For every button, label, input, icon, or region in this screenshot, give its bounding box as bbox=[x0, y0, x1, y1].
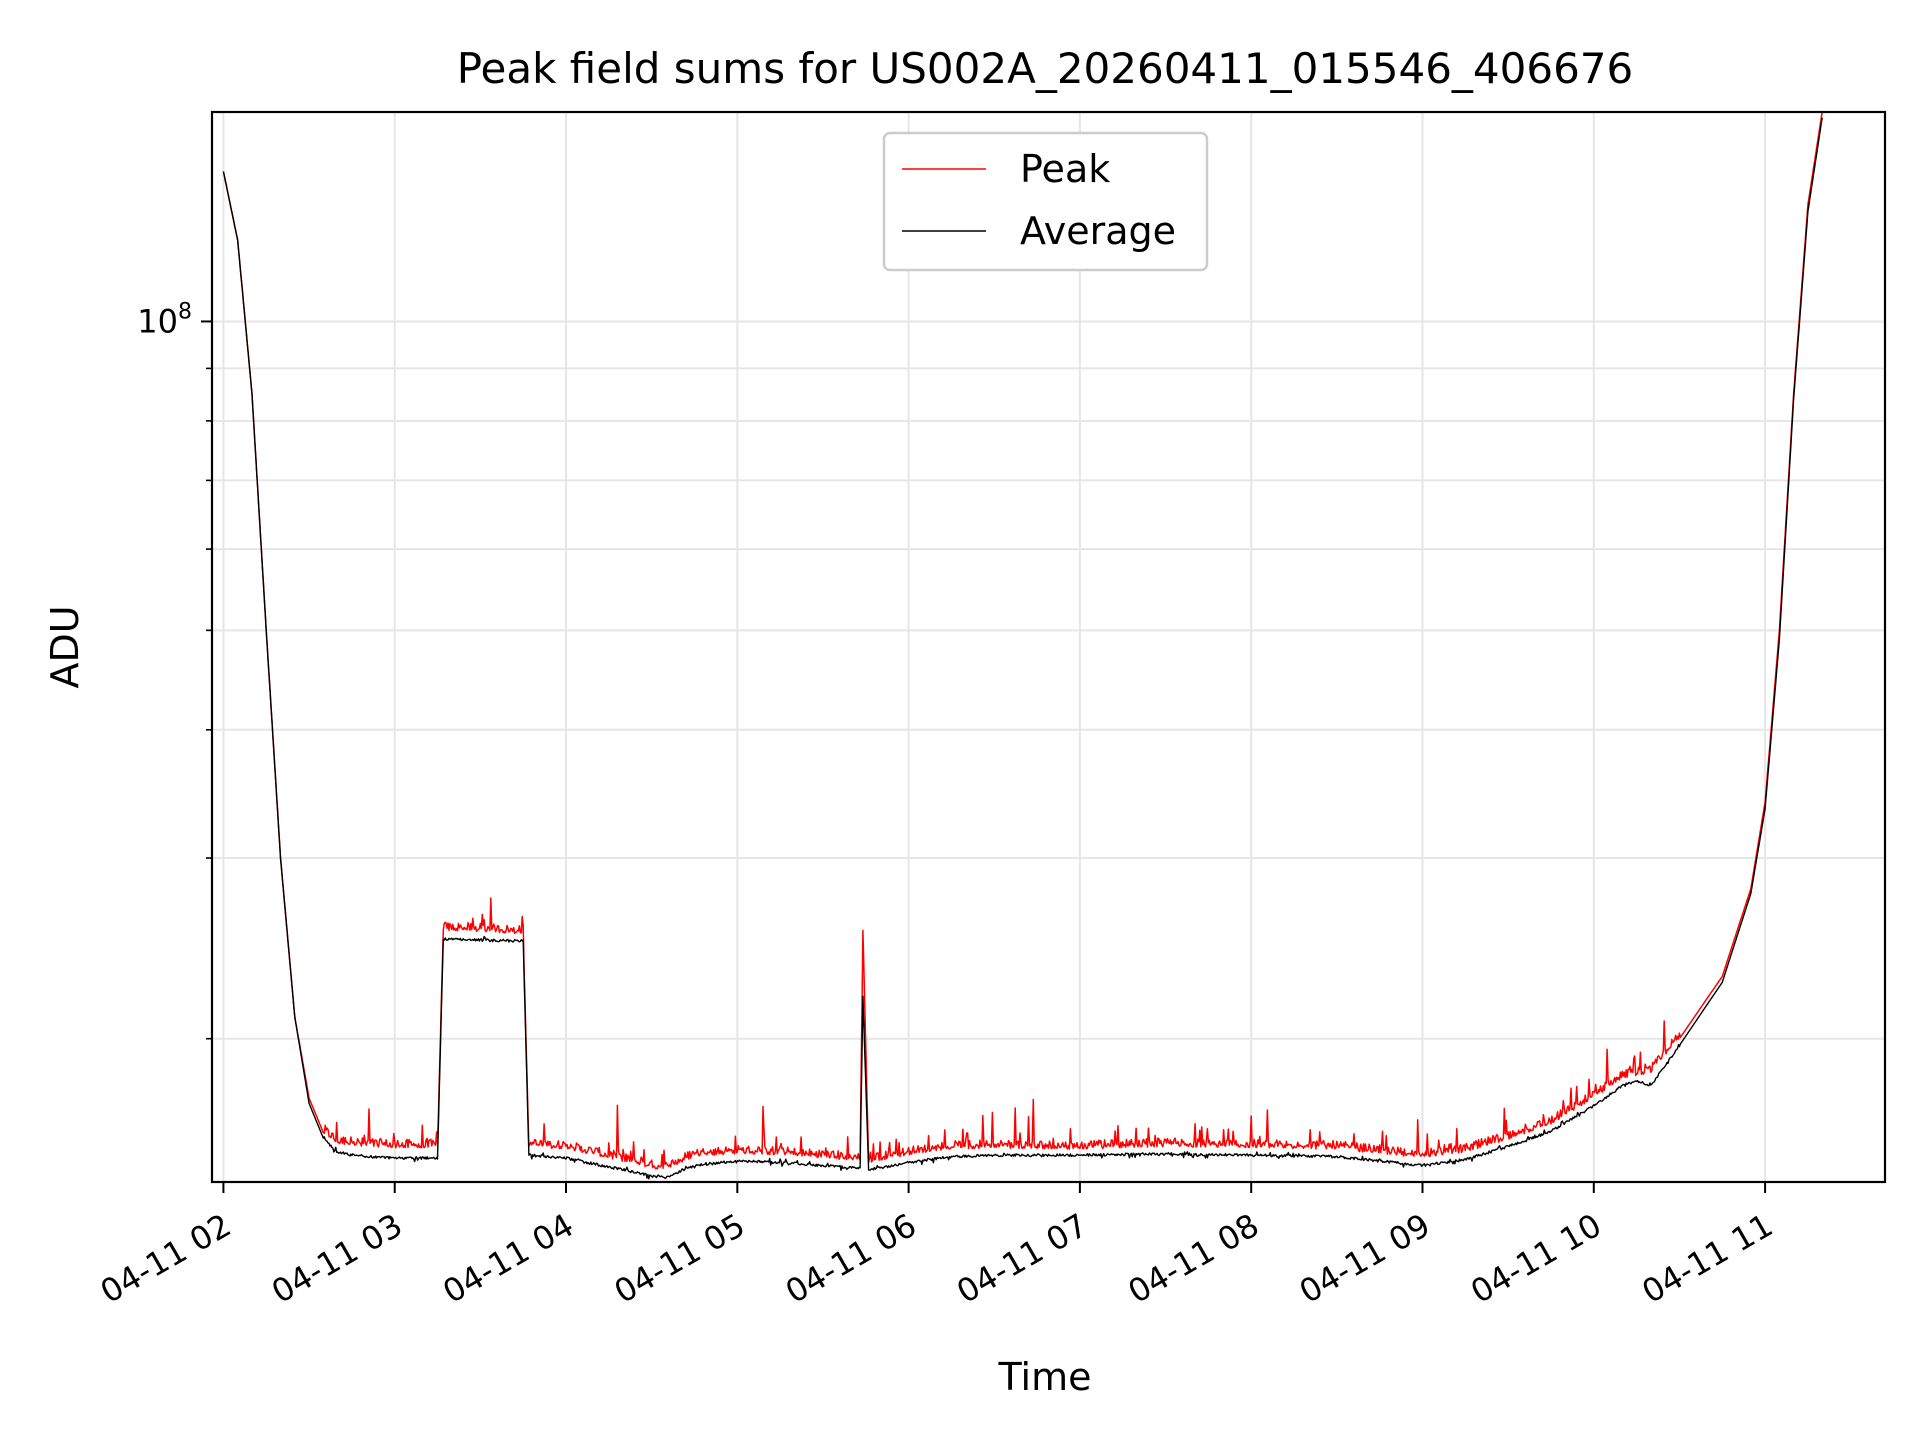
y-axis: 108 bbox=[137, 299, 212, 1040]
legend-label-average: Average bbox=[1020, 209, 1176, 253]
series-layer bbox=[222, 112, 1823, 1180]
series-line-average bbox=[222, 117, 1823, 1180]
legend-label-peak: Peak bbox=[1020, 147, 1110, 191]
legend: Peak Average bbox=[882, 131, 1209, 272]
chart-title: Peak field sums for US002A_20260411_0155… bbox=[457, 44, 1634, 93]
legend-box bbox=[882, 131, 1209, 272]
y-tick-label: 108 bbox=[137, 299, 192, 340]
grid bbox=[212, 112, 1885, 1182]
x-axis-label: Time bbox=[998, 1355, 1092, 1399]
y-axis-label: ADU bbox=[43, 605, 87, 688]
plot-frame bbox=[210, 110, 1887, 1184]
series-line-peak bbox=[222, 112, 1823, 1170]
